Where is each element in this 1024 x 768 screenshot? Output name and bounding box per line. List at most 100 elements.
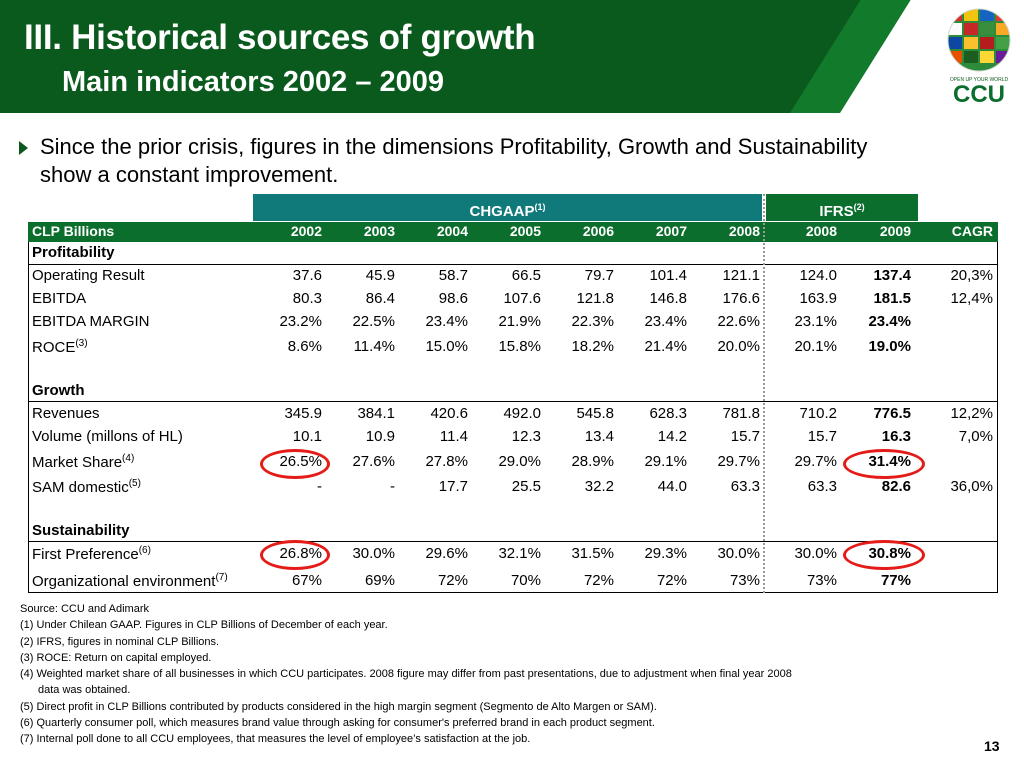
table-cell: 146.8 — [649, 290, 687, 307]
column-header: 2006 — [582, 223, 614, 239]
table-cell: 21.4% — [644, 338, 687, 355]
page-number: 13 — [984, 738, 1000, 754]
table-cell: 384.1 — [357, 405, 395, 422]
table-cell: 27.8% — [425, 453, 468, 470]
table-cell: 20.0% — [717, 338, 760, 355]
table-cell: 73% — [729, 572, 760, 589]
table-cell: 63.3 — [730, 478, 760, 495]
footnotes: Source: CCU and Adimark (1) Under Chilea… — [20, 601, 980, 748]
table-cell: 79.7 — [584, 267, 614, 284]
column-header: CAGR — [951, 223, 993, 239]
table-cell: 29.3% — [644, 545, 687, 562]
table-cell: 23.1% — [794, 313, 837, 330]
table-cell: 15.8% — [498, 338, 541, 355]
table-cell: 67% — [291, 572, 322, 589]
footnote: Source: CCU and Adimark — [20, 603, 149, 615]
table-cell: 70% — [510, 572, 541, 589]
table-cell: 15.7 — [807, 428, 837, 445]
row-label: Operating Result — [32, 267, 145, 284]
row-label: Market Share(4) — [32, 453, 135, 471]
table-cell: 31.5% — [571, 545, 614, 562]
section-profitability: Profitability — [32, 244, 115, 261]
table-cell: 420.6 — [430, 405, 468, 422]
svg-text:CCU: CCU — [953, 81, 1005, 106]
table-row: Organizational environment(7) 67% 69% 72% 70… — [28, 570, 998, 592]
table-cell: 72% — [437, 572, 468, 589]
table-row: Volume (millons of HL) 10.1 10.9 11.4 12.3 13… — [28, 426, 998, 448]
table-cell: 345.9 — [284, 405, 322, 422]
table-cell: 18.2% — [571, 338, 614, 355]
table-cell: 28.9% — [571, 453, 614, 470]
table-cell: 73% — [806, 572, 837, 589]
table-cell: 12,4% — [950, 290, 993, 307]
table-row: EBITDA 80.3 86.4 98.6 107.6 121.8 146.8 176.6 16… — [28, 288, 998, 310]
gaap-ifrs-separator — [763, 194, 765, 593]
footnote: (5) Direct profit in CLP Billions contri… — [20, 700, 657, 713]
indicators-table — [28, 222, 998, 593]
column-header: 2003 — [363, 223, 395, 239]
section-growth: Growth — [32, 382, 85, 399]
highlight-ring — [843, 540, 925, 570]
table-cell: 29.6% — [425, 545, 468, 562]
row-label: EBITDA — [32, 290, 87, 307]
ccu-logo: OPEN UP YOUR WORLD CCU — [947, 8, 1011, 106]
table-cell: 80.3 — [292, 290, 322, 307]
table-cell: 137.4 — [873, 267, 911, 284]
table-cell: 30.0% — [352, 545, 395, 562]
ifrs-band: IFRS(2) — [766, 194, 918, 221]
table-cell: 710.2 — [799, 405, 837, 422]
table-cell: 545.8 — [576, 405, 614, 422]
table-cell: 30.0% — [717, 545, 760, 562]
table-cell: 29.0% — [498, 453, 541, 470]
row-label: Organizational environment(7) — [32, 572, 228, 590]
table-header-row: CLP Billions 2002 2003 2004 2005 2006 20… — [28, 222, 998, 242]
table-cell: 14.2 — [657, 428, 687, 445]
table-cell: 23.2% — [279, 313, 322, 330]
table-cell: 124.0 — [799, 267, 837, 284]
table-cell: 98.6 — [438, 290, 468, 307]
row-label: EBITDA MARGIN — [32, 313, 150, 330]
column-header: 2005 — [509, 223, 541, 239]
table-row: SAM domestic(5) - - 17.7 25.5 32.2 44.0 63.3 63.… — [28, 476, 998, 498]
row-divider — [28, 264, 998, 265]
table-cell: 21.9% — [498, 313, 541, 330]
svg-text:OPEN UP YOUR WORLD: OPEN UP YOUR WORLD — [950, 77, 1009, 83]
footnote: (4) Weighted market share of all busines… — [20, 668, 792, 681]
column-header: 2009 — [879, 223, 911, 239]
footnote: (6) Quarterly consumer poll, which measu… — [20, 717, 655, 730]
table-cell: 163.9 — [799, 290, 837, 307]
table-cell: 23.4% — [425, 313, 468, 330]
table-cell: 66.5 — [511, 267, 541, 284]
table-row: ROCE(3) 8.6% 11.4% 15.0% 15.8% 18.2% 21.4% 20.0… — [28, 336, 998, 358]
bullet-text: Since the prior crisis, figures in the d… — [40, 134, 868, 187]
row-label: Revenues — [32, 405, 100, 422]
table-cell: 37.6 — [292, 267, 322, 284]
table-cell: 29.1% — [644, 453, 687, 470]
table-cell: 72% — [583, 572, 614, 589]
table-cell: 22.3% — [571, 313, 614, 330]
table-row: EBITDA MARGIN 23.2% 22.5% 23.4% 21.9% 22.3% 23… — [28, 311, 998, 333]
footnote: (1) Under Chilean GAAP. Figures in CLP B… — [20, 619, 388, 632]
column-header: 2004 — [436, 223, 468, 239]
column-header: CLP Billions — [32, 223, 115, 239]
column-header: 2008 — [728, 223, 760, 239]
table-cell: 10.9 — [365, 428, 395, 445]
table-cell: 22.6% — [717, 313, 760, 330]
table-cell: 82.6 — [881, 478, 911, 495]
table-cell: 628.3 — [649, 405, 687, 422]
table-cell: 12.3 — [511, 428, 541, 445]
table-cell: 107.6 — [503, 290, 541, 307]
chgaap-band: CHGAAP(1) — [253, 194, 762, 221]
table-cell: 781.8 — [722, 405, 760, 422]
table-cell: 69% — [364, 572, 395, 589]
table-cell: 776.5 — [873, 405, 911, 422]
table-cell: 23.4% — [868, 313, 911, 330]
table-cell: 10.1 — [292, 428, 322, 445]
table-cell: 176.6 — [722, 290, 760, 307]
table-cell: 16.3 — [881, 428, 911, 445]
footnote: (2) IFRS, figures in nominal CLP Billion… — [20, 635, 220, 648]
table-cell: 29.7% — [717, 453, 760, 470]
highlight-ring — [260, 540, 330, 570]
table-cell: 181.5 — [873, 290, 911, 307]
table-cell: 32.1% — [498, 545, 541, 562]
